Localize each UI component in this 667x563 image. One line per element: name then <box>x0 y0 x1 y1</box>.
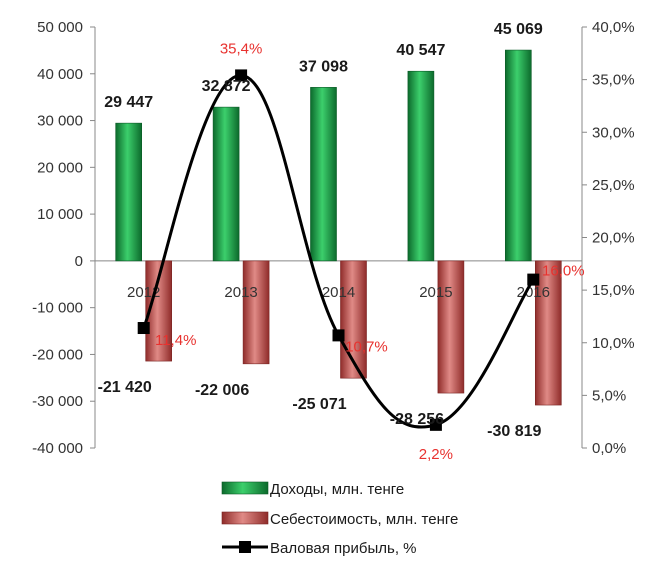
data-labels: 29 447 32 872 37 098 40 547 45 069 -21 420 -22… <box>98 21 585 463</box>
profit-value-label: 35,4% <box>220 40 263 57</box>
axes: 50 000 40 000 30 000 20 000 10 000 0 -10 000 -2… <box>32 19 634 457</box>
cost-bar <box>242 260 270 365</box>
legend-label-profit: Валовая прибыль, % <box>270 540 417 557</box>
category-label: 2015 <box>419 284 452 301</box>
profit-marker <box>332 329 345 342</box>
y-right-tick-label: 40,0% <box>592 19 635 36</box>
legend-label-cost: Себестоимость, млн. тенге <box>270 511 458 528</box>
category-labels: 2012 2013 2014 2015 2016 <box>127 284 550 301</box>
income-bar <box>212 106 240 262</box>
cost-bar <box>340 260 367 379</box>
y-left-tick-label: 50 000 <box>37 19 83 36</box>
cost-value-label: -28 256 <box>390 411 444 428</box>
profit-marker <box>429 418 442 431</box>
profit-marker <box>137 322 150 335</box>
y-left-tick-label: -30 000 <box>32 393 83 410</box>
income-bar <box>310 87 337 262</box>
y-right-tick-label: 10,0% <box>592 335 635 352</box>
y-right-tick-label: 5,0% <box>592 387 626 404</box>
cost-value-label: -25 071 <box>292 396 346 413</box>
y-left-tick-label: 20 000 <box>37 159 83 176</box>
y-right-tick-label: 25,0% <box>592 177 635 194</box>
profit-value-label: 10,7% <box>345 338 388 355</box>
income-bar <box>504 49 532 262</box>
profit-line-path <box>142 73 535 429</box>
y-right-tick-label: 0,0% <box>592 440 626 457</box>
cost-value-label: -22 006 <box>195 382 249 399</box>
y-right-tick-label: 35,0% <box>592 72 635 89</box>
income-value-label: 40 547 <box>396 42 445 59</box>
y-right-tick-label: 30,0% <box>592 124 635 141</box>
y-left-tick-label: -40 000 <box>32 440 83 457</box>
profit-line <box>137 69 540 431</box>
cost-bar <box>534 260 562 406</box>
income-value-label: 37 098 <box>299 58 348 75</box>
y-right-tick-label: 15,0% <box>592 282 635 299</box>
income-bar <box>115 122 142 262</box>
y-left-tick-label: 30 000 <box>37 113 83 130</box>
legend-marker-profit <box>239 541 251 553</box>
legend-label-income: Доходы, млн. тенге <box>270 481 404 498</box>
income-bar <box>407 70 435 262</box>
cost-bar <box>437 260 465 394</box>
income-value-label: 45 069 <box>494 21 543 38</box>
legend-swatch-cost <box>221 511 269 525</box>
cost-value-label: -21 420 <box>98 379 152 396</box>
income-value-label: 32 872 <box>202 78 251 95</box>
profit-value-label: 2,2% <box>419 446 453 463</box>
category-label: 2013 <box>224 284 257 301</box>
y-left-tick-label: 10 000 <box>37 206 83 223</box>
y-left-tick-label: -20 000 <box>32 346 83 363</box>
profit-value-label: 16,0% <box>542 263 585 280</box>
y-left-tick-label: 40 000 <box>37 66 83 83</box>
y-right-tick-label: 20,0% <box>592 230 635 247</box>
profit-marker <box>235 69 248 82</box>
y-left-tick-label: -10 000 <box>32 300 83 317</box>
y-left-tick-label: 0 <box>75 253 83 270</box>
legend: Доходы, млн. тенге Себестоимость, млн. те… <box>221 481 458 557</box>
profit-value-label: 11,4% <box>155 332 196 349</box>
income-value-label: 29 447 <box>104 94 153 111</box>
category-label: 2014 <box>322 284 355 301</box>
legend-swatch-income <box>221 481 269 495</box>
cost-value-label: -30 819 <box>487 423 541 440</box>
profit-marker <box>527 273 540 286</box>
